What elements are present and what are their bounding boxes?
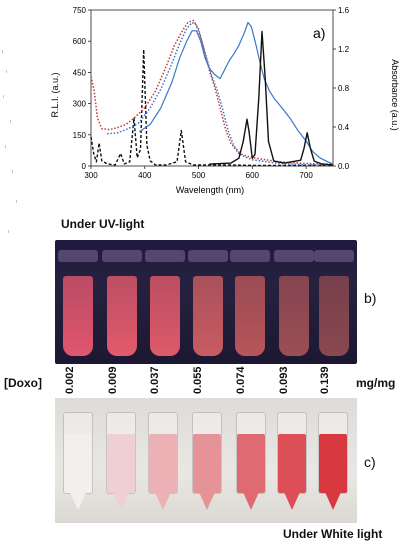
uv-light-photo — [55, 240, 357, 364]
panel-label-c: c) — [364, 454, 376, 470]
white-light-tube — [106, 412, 136, 510]
tube-solution — [64, 434, 92, 493]
left-y-tick-label: 300 — [73, 100, 87, 109]
tube-cap — [274, 250, 314, 262]
left-y-tick-label: 450 — [73, 68, 87, 77]
tube-fluorescence — [150, 276, 180, 356]
concentration-unit: mg/mg — [356, 376, 396, 390]
right-y-tick-label: 0.0 — [338, 162, 350, 171]
uv-tube — [102, 250, 142, 358]
tube-cap — [145, 250, 185, 262]
white-light-tube — [63, 412, 93, 510]
tube-tip — [199, 492, 215, 510]
chart-ticks: 300 400 500 600 700 0 150 300 450 600 750 0.0 0.4 0.8… — [73, 6, 350, 180]
series-line-black-dashed — [90, 48, 333, 167]
x-tick-label: 600 — [246, 171, 260, 180]
tube-tip — [155, 492, 171, 510]
left-y-tick-label: 0 — [82, 162, 87, 171]
tube-tip — [243, 492, 259, 510]
tube-cap — [102, 250, 142, 262]
series-line-red-dotted — [90, 19, 334, 166]
left-axis-label: R.L.I. (a.u.) — [50, 72, 60, 117]
uv-tube — [274, 250, 314, 358]
concentration-value: 0.093 — [278, 366, 290, 394]
tube-solution — [278, 434, 306, 493]
left-y-tick-label: 750 — [73, 6, 87, 15]
chart-series — [90, 19, 334, 167]
tube-solution — [149, 434, 177, 493]
scan-artifact — [2, 50, 17, 233]
tube-fluorescence — [319, 276, 349, 356]
chart-frame — [90, 9, 334, 167]
x-tick-label: 300 — [84, 171, 98, 180]
tube-fluorescence — [235, 276, 265, 356]
left-y-tick-label: 600 — [73, 37, 87, 46]
tube-cap — [188, 250, 228, 262]
white-light-caption: Under White light — [283, 527, 383, 541]
right-y-tick-label: 1.2 — [338, 45, 350, 54]
uv-tube — [314, 250, 354, 358]
tube-tip — [284, 492, 300, 510]
x-axis-label: Wavelength (nm) — [176, 185, 244, 195]
spectra-chart: 300 400 500 600 700 0 150 300 450 600 750 0.0 0.4 0.8… — [50, 6, 400, 195]
uv-tube — [145, 250, 185, 358]
tube-cap — [58, 250, 98, 262]
x-tick-label: 500 — [192, 171, 206, 180]
concentration-row: [Doxo] 0.002 0.009 0.037 0.055 0.074 0.093 0.1… — [0, 366, 400, 398]
tube-tip — [113, 492, 129, 510]
tube-solution — [193, 434, 221, 493]
white-light-tube — [318, 412, 348, 510]
tube-solution — [237, 434, 265, 493]
series-line-blue-dotted — [107, 21, 334, 166]
white-light-tube — [192, 412, 222, 510]
left-y-tick-label: 150 — [73, 131, 87, 140]
white-light-tube — [277, 412, 307, 510]
white-light-tube — [236, 412, 266, 510]
uv-tube — [58, 250, 98, 358]
series-line-black-solid — [209, 30, 334, 166]
x-tick-label: 700 — [299, 171, 313, 180]
doxo-label: [Doxo] — [4, 376, 42, 390]
tube-tip — [70, 492, 86, 510]
tube-solution — [107, 434, 135, 493]
concentration-value: 0.074 — [235, 366, 247, 394]
panel-label-a: a) — [313, 25, 325, 41]
concentration-value: 0.009 — [107, 366, 119, 394]
uv-light-caption: Under UV-light — [61, 217, 145, 231]
right-y-tick-label: 0.4 — [338, 123, 350, 132]
tube-fluorescence — [279, 276, 309, 356]
x-tick-label: 400 — [138, 171, 152, 180]
concentration-value: 0.002 — [64, 366, 76, 394]
series-line-blue-solid — [139, 21, 334, 165]
concentration-value: 0.055 — [192, 366, 204, 394]
right-y-tick-label: 0.8 — [338, 84, 350, 93]
plot-frame — [90, 9, 334, 167]
concentration-value: 0.139 — [319, 366, 331, 394]
uv-tube — [188, 250, 228, 358]
tube-fluorescence — [63, 276, 93, 356]
tube-solution — [319, 434, 347, 493]
panel-label-b: b) — [364, 290, 377, 306]
uv-tube — [230, 250, 270, 358]
tube-fluorescence — [107, 276, 137, 356]
white-light-photo — [55, 398, 357, 523]
right-axis-label: Absorbance (a.u.) — [390, 59, 400, 131]
tube-cap — [230, 250, 270, 262]
tube-fluorescence — [193, 276, 223, 356]
tube-tip — [325, 492, 341, 510]
tube-cap — [314, 250, 354, 262]
concentration-value: 0.037 — [149, 366, 161, 394]
right-y-tick-label: 1.6 — [338, 6, 350, 15]
white-light-tube — [148, 412, 178, 510]
